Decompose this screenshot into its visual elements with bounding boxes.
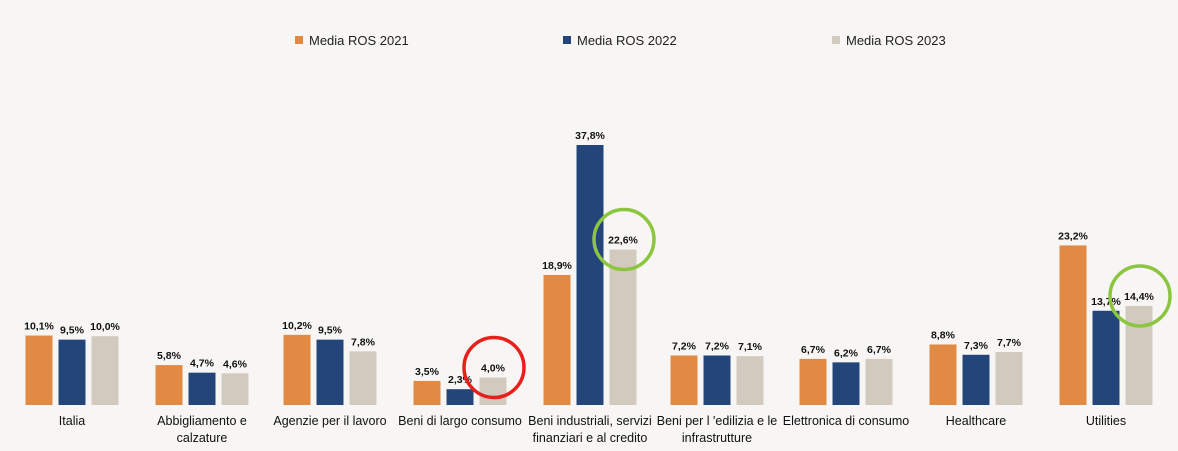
bar-7-series-1 <box>799 358 827 405</box>
legend-swatch-2 <box>563 36 571 44</box>
bar-7-series-2 <box>832 362 860 405</box>
data-label-8-series-2: 7,3% <box>964 340 989 352</box>
legend-swatch-3 <box>832 36 840 44</box>
data-label-2-series-1: 5,8% <box>157 350 182 362</box>
bar-4-series-3 <box>479 377 507 405</box>
bar-5-series-2 <box>576 145 604 405</box>
data-label-9-series-1: 23,2% <box>1058 230 1088 242</box>
category-label-5-line-2: finanziari e al credito <box>533 431 648 445</box>
legend-label-1: Media ROS 2021 <box>309 33 409 48</box>
bar-2-series-3 <box>221 373 249 405</box>
data-label-5-series-3: 22,6% <box>608 235 638 247</box>
data-label-9-series-2: 13,7% <box>1091 296 1121 308</box>
bar-6-series-3 <box>736 356 764 405</box>
category-label-6-line-2: infrastrutture <box>682 431 752 445</box>
data-label-2-series-2: 4,7% <box>190 358 215 370</box>
category-label-7-line-1: Elettronica di consumo <box>783 414 910 428</box>
highlight-circle-3 <box>1108 264 1172 328</box>
category-label-4-line-1: Beni di largo consumo <box>398 414 522 428</box>
data-label-6-series-2: 7,2% <box>705 340 730 352</box>
bar-9-series-1 <box>1059 245 1087 405</box>
data-label-6-series-3: 7,1% <box>738 341 763 353</box>
data-label-4-series-3: 4,0% <box>481 362 506 374</box>
data-label-3-series-2: 9,5% <box>318 325 343 337</box>
legend-swatch-1 <box>295 36 303 44</box>
bars-group <box>25 145 1153 405</box>
legend: Media ROS 2021 Media ROS 2022 Media ROS 20… <box>295 33 946 48</box>
data-labels-group: 10,1% 9,5% 10,0% 5,8% 4,7% 4,6% 10,2% 9,5% 7,8% 3… <box>24 130 1154 386</box>
bar-6-series-1 <box>670 355 698 405</box>
category-label-2-line-1: Abbigliamento e <box>157 414 247 428</box>
data-label-5-series-2: 37,8% <box>575 130 605 142</box>
data-label-7-series-1: 6,7% <box>801 344 826 356</box>
data-label-8-series-3: 7,7% <box>997 337 1022 349</box>
category-labels-group: Italia Abbigliamento e calzature Agenzie pe… <box>59 414 1126 445</box>
bar-4-series-1 <box>413 380 441 405</box>
bar-5-series-1 <box>543 275 571 405</box>
bar-3-series-2 <box>316 339 344 405</box>
category-label-9-line-1: Utilities <box>1086 414 1126 428</box>
data-label-2-series-3: 4,6% <box>223 358 248 370</box>
data-label-1-series-2: 9,5% <box>60 325 85 337</box>
category-label-8-line-1: Healthcare <box>946 414 1006 428</box>
category-label-1-line-1: Italia <box>59 414 85 428</box>
annotations-group <box>462 207 1172 400</box>
category-label-2-line-2: calzature <box>177 431 228 445</box>
legend-label-3: Media ROS 2023 <box>846 33 946 48</box>
bar-8-series-2 <box>962 354 990 405</box>
bar-5-series-3 <box>609 249 637 405</box>
bar-8-series-3 <box>995 352 1023 405</box>
bar-3-series-3 <box>349 351 377 405</box>
data-label-1-series-1: 10,1% <box>24 321 54 333</box>
highlight-circle-1 <box>462 335 526 400</box>
data-label-8-series-1: 8,8% <box>931 329 956 341</box>
category-label-3-line-1: Agenzie per il lavoro <box>273 414 386 428</box>
bar-1-series-2 <box>58 339 86 405</box>
data-label-7-series-3: 6,7% <box>867 344 892 356</box>
category-label-6-line-1: Beni per l 'edilizia e le <box>657 414 778 428</box>
data-label-6-series-1: 7,2% <box>672 340 697 352</box>
bar-9-series-3 <box>1125 305 1153 405</box>
bar-1-series-3 <box>91 336 119 405</box>
bar-6-series-2 <box>703 355 731 405</box>
bar-1-series-1 <box>25 335 53 405</box>
legend-label-2: Media ROS 2022 <box>577 33 677 48</box>
bar-4-series-2 <box>446 389 474 405</box>
data-label-4-series-1: 3,5% <box>415 366 440 378</box>
data-label-9-series-3: 14,4% <box>1124 291 1154 303</box>
bar-2-series-2 <box>188 372 216 405</box>
bar-9-series-2 <box>1092 310 1120 405</box>
data-label-1-series-3: 10,0% <box>90 321 120 333</box>
highlight-circle-2 <box>592 207 656 272</box>
data-label-5-series-1: 18,9% <box>542 260 572 272</box>
bar-7-series-3 <box>865 358 893 405</box>
data-label-7-series-2: 6,2% <box>834 347 859 359</box>
category-label-5-line-1: Beni industriali, servizi <box>528 414 652 428</box>
data-label-3-series-1: 10,2% <box>282 320 312 332</box>
data-label-3-series-3: 7,8% <box>351 336 376 348</box>
bar-2-series-1 <box>155 365 183 405</box>
bar-3-series-1 <box>283 334 311 405</box>
bar-8-series-1 <box>929 344 957 405</box>
